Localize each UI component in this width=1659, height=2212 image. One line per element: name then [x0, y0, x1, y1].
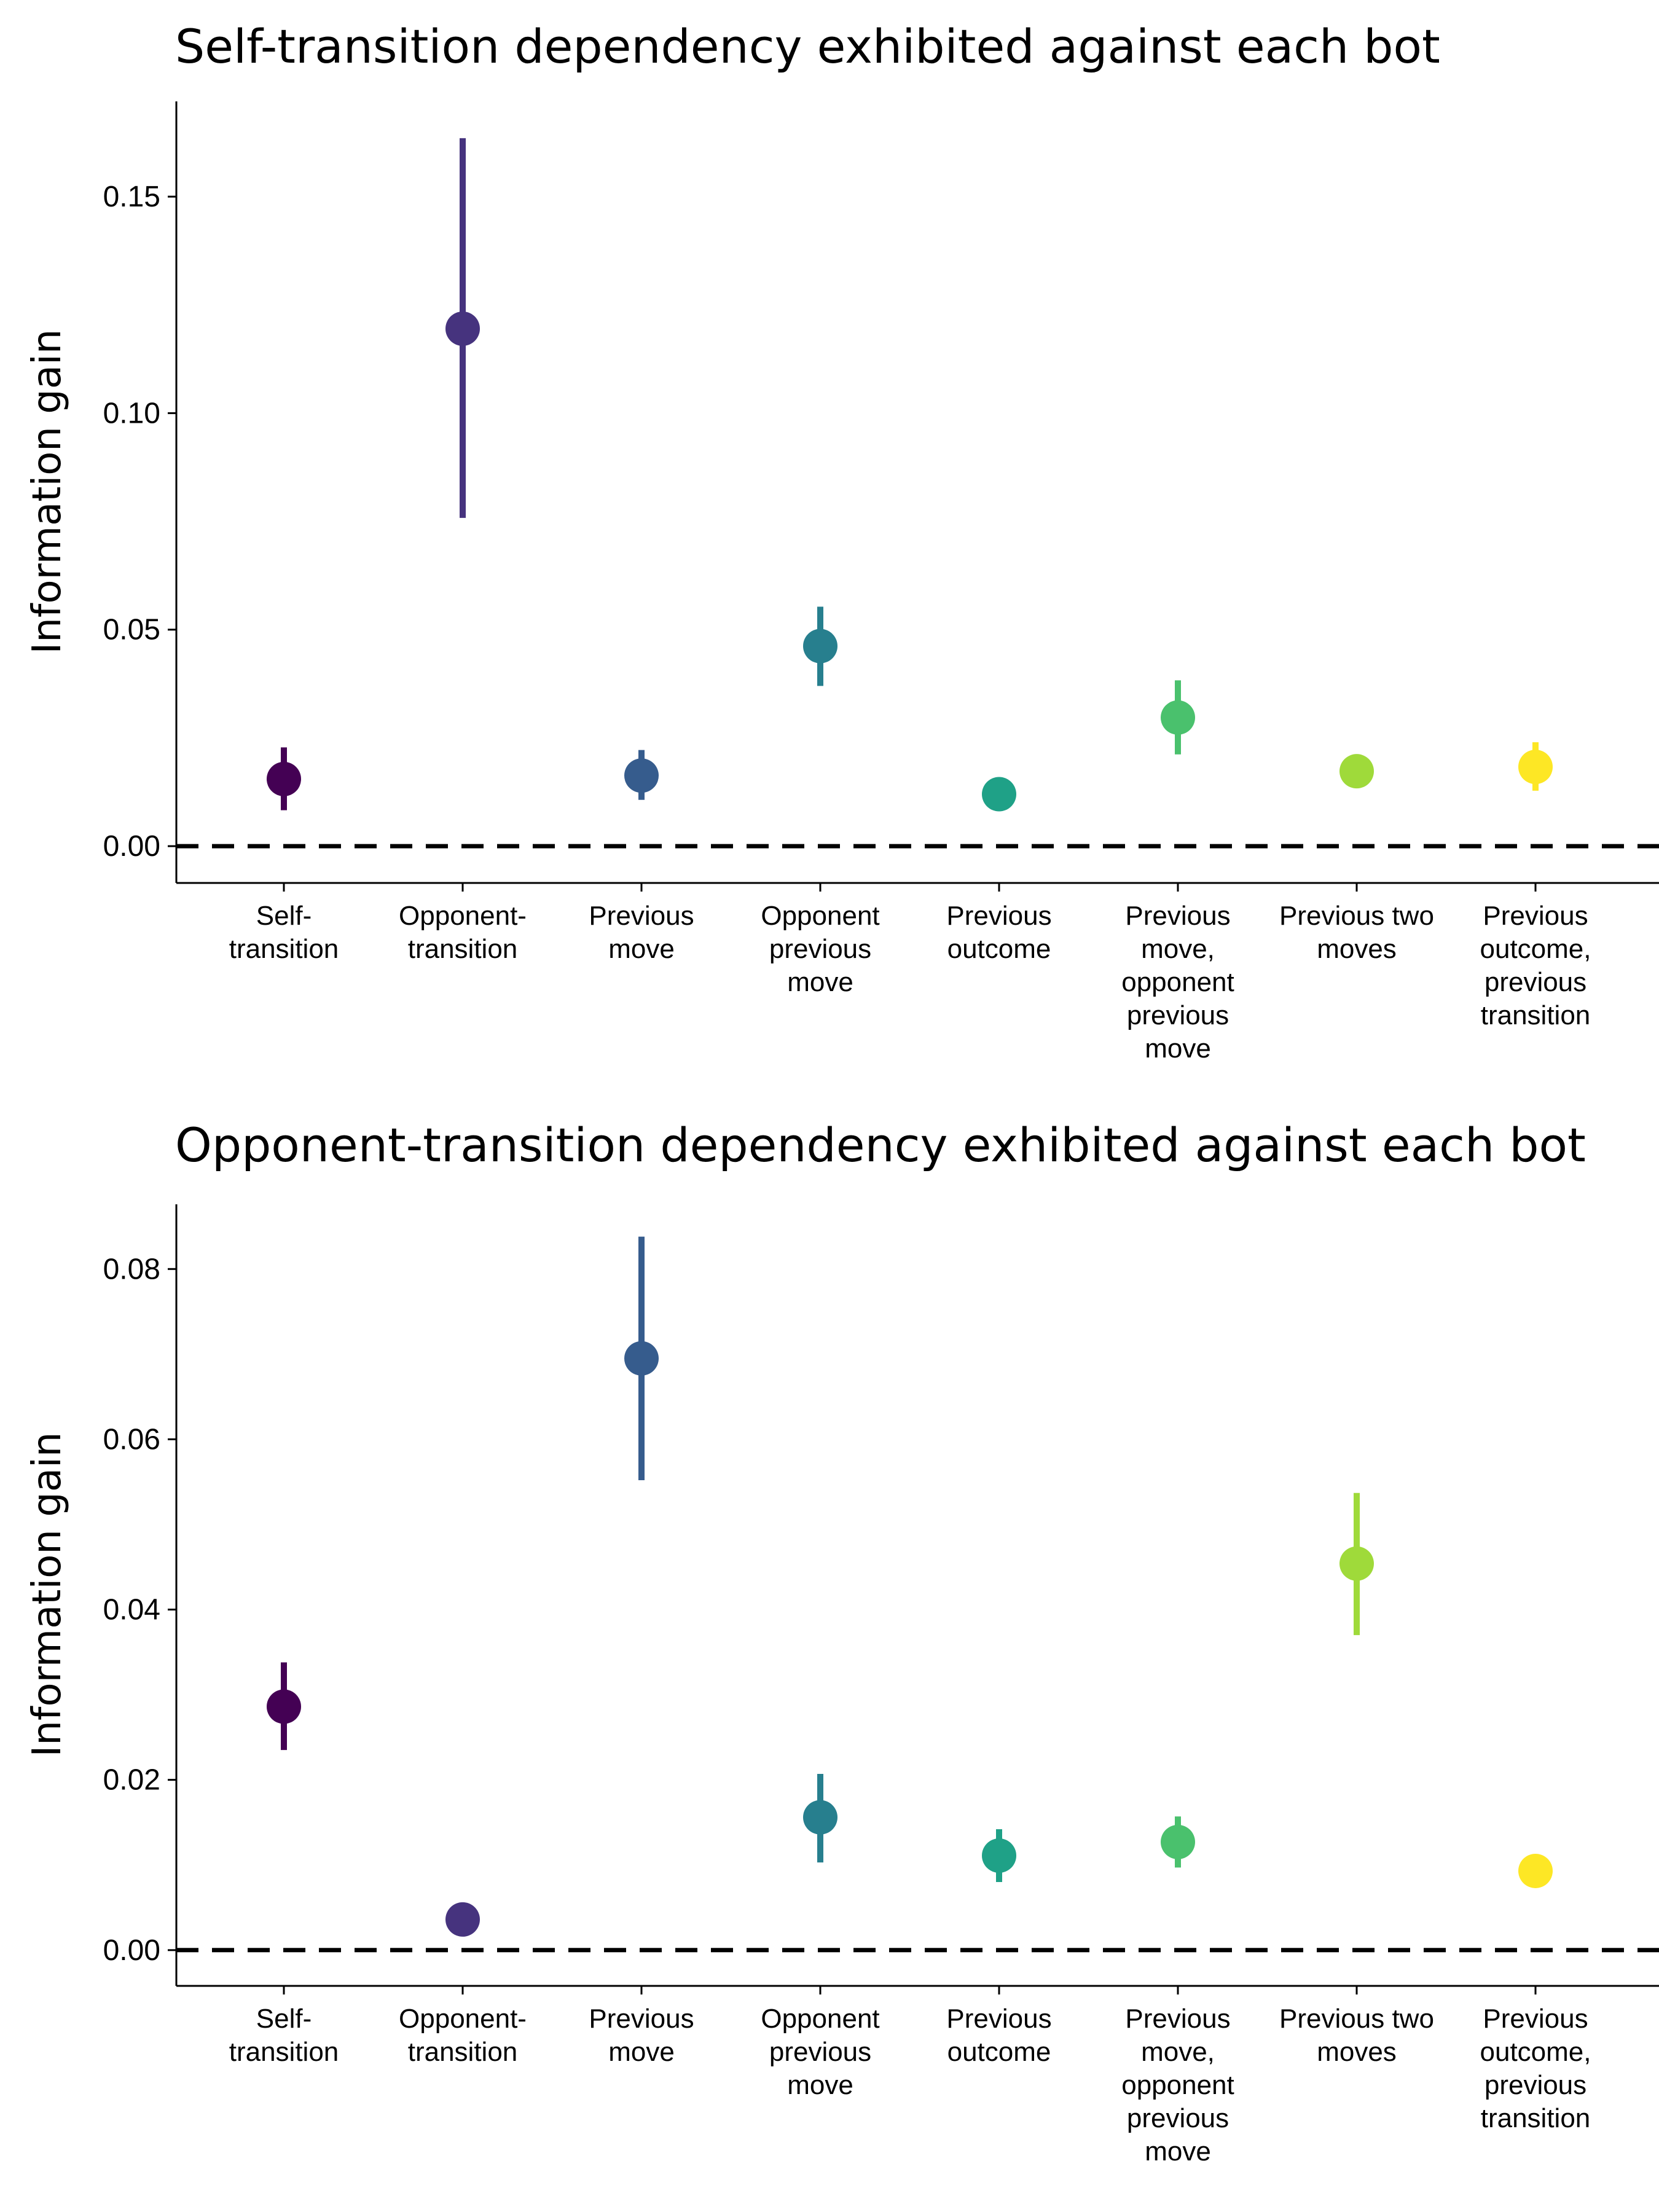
top-chart-y-axis-label: Information gain [25, 329, 70, 654]
top-x-tick-label: Previous outcome [946, 901, 1051, 964]
top-chart-title: Self-transition dependency exhibited aga… [175, 19, 1440, 74]
bottom-x-tick-label: Previous two moves [1279, 2004, 1434, 2067]
bottom-x-tick-label: Opponent-transition [399, 2004, 527, 2067]
bottom-y-tick-label: 0.00 [103, 1934, 160, 1967]
bottom-x-tick-label: Previous outcome [946, 2004, 1051, 2067]
top-data-point [1518, 750, 1553, 785]
top-data-point [982, 777, 1016, 812]
bottom-y-tick-label: 0.06 [103, 1423, 160, 1456]
bottom-x-tick-label: Previous outcome, previous transition [1480, 2004, 1591, 2133]
bottom-x-tick-label: Previous move, opponent previous move [1121, 2004, 1234, 2167]
bottom-data-point [803, 1800, 837, 1835]
bottom-x-tick-label: Opponent previous move [761, 2004, 879, 2100]
top-data-point [1161, 700, 1195, 735]
bottom-x-tick-label: Self-transition [229, 2004, 339, 2067]
top-x-tick-label: Self-transition [229, 901, 339, 964]
bottom-chart-title: Opponent-transition dependency exhibited… [175, 1118, 1586, 1172]
bottom-y-tick-label: 0.08 [103, 1253, 160, 1285]
bottom-data-point [445, 1902, 480, 1937]
bottom-x-tick-label: Previous move [589, 2004, 694, 2067]
bottom-data-point [1339, 1546, 1374, 1581]
top-y-tick-label: 0.05 [103, 614, 160, 646]
top-x-tick-label: Previous two moves [1279, 901, 1434, 964]
bottom-y-tick-label: 0.04 [103, 1594, 160, 1626]
top-data-point [803, 629, 837, 664]
bottom-chart: Opponent-transition dependency exhibited… [25, 1118, 1659, 2167]
bottom-y-tick-label: 0.02 [103, 1764, 160, 1797]
top-x-tick-label: Previous move, opponent previous move [1121, 901, 1234, 1064]
top-y-tick-label: 0.00 [103, 830, 160, 863]
top-x-tick-label: Opponent previous move [761, 901, 879, 997]
top-x-tick-label: Previous outcome, previous transition [1480, 901, 1591, 1030]
top-chart: Self-transition dependency exhibited aga… [25, 19, 1659, 1064]
top-x-tick-label: Opponent-transition [399, 901, 527, 964]
bottom-chart-y-axis-label: Information gain [25, 1432, 70, 1757]
top-data-point [624, 758, 659, 793]
bottom-data-point [267, 1689, 301, 1724]
bottom-data-point [1518, 1853, 1553, 1888]
bottom-data-point [624, 1341, 659, 1376]
bottom-data-point [982, 1838, 1016, 1873]
top-data-point [445, 311, 480, 346]
bottom-data-point [1161, 1824, 1195, 1859]
top-y-tick-label: 0.15 [103, 181, 160, 213]
top-data-point [1339, 754, 1374, 789]
top-y-tick-label: 0.10 [103, 397, 160, 429]
top-x-tick-label: Previous move [589, 901, 694, 964]
top-data-point [267, 761, 301, 796]
